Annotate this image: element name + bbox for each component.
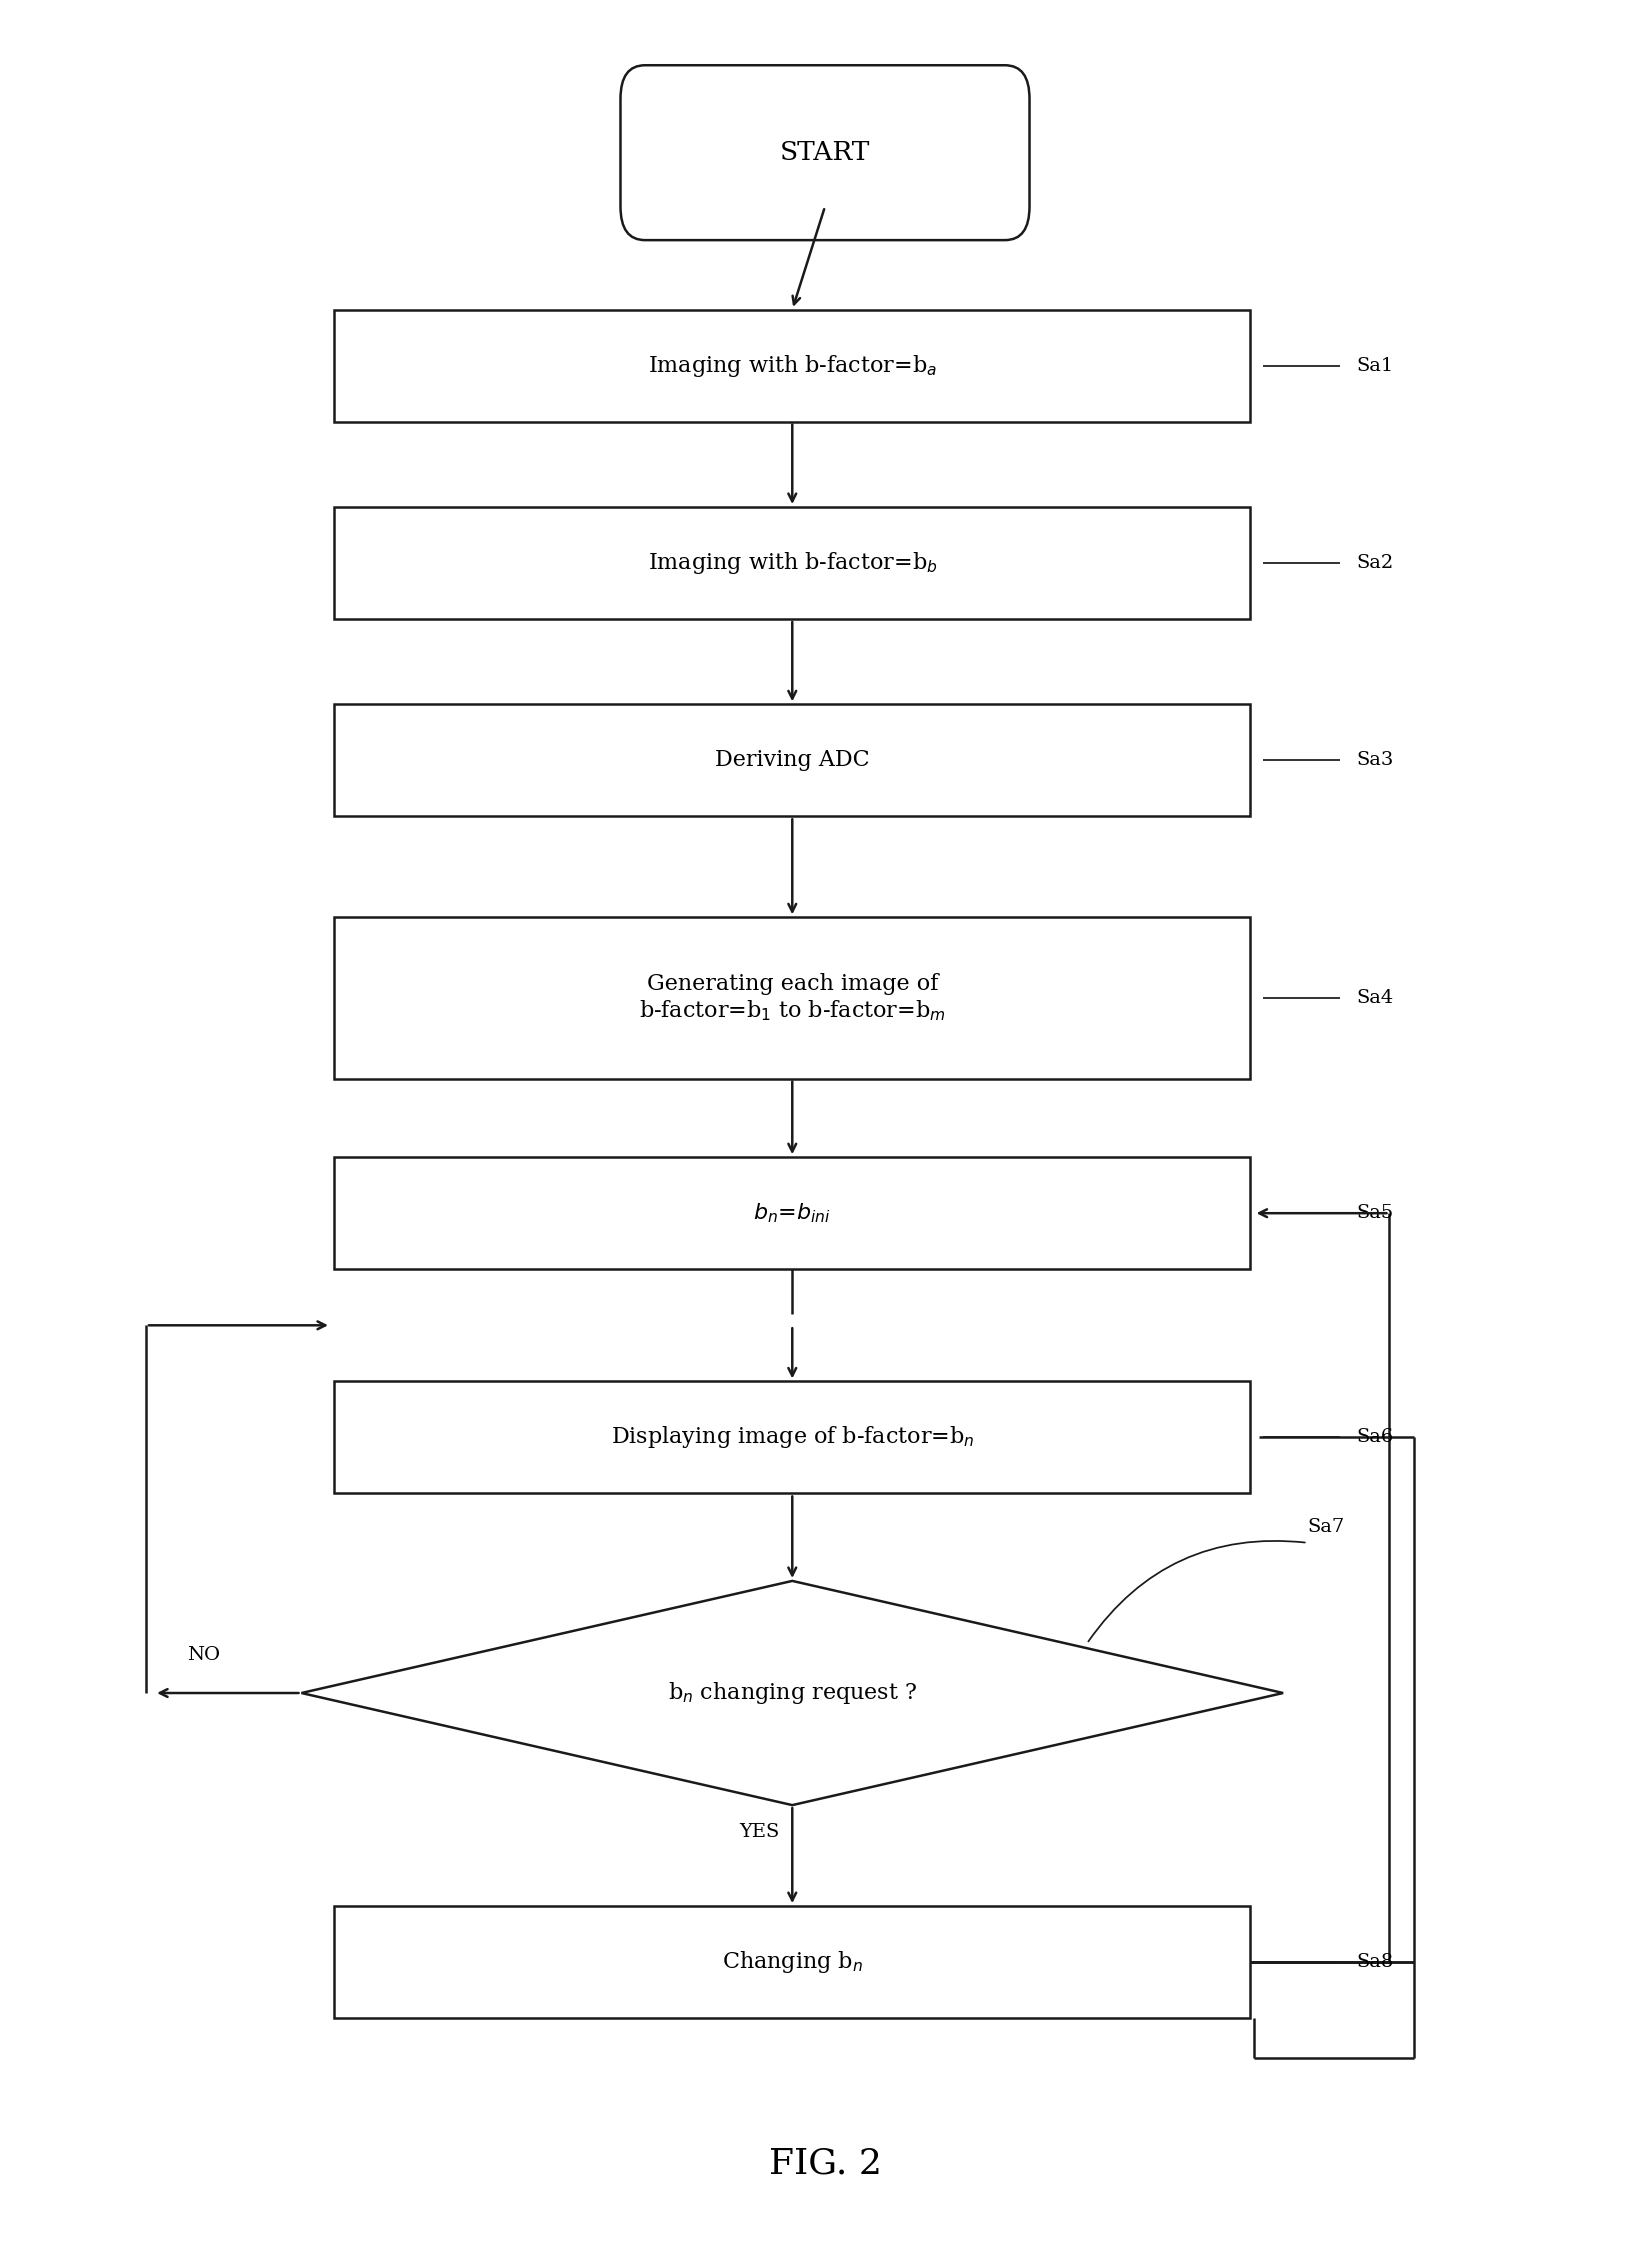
Text: Sa6: Sa6 [1356,1428,1394,1446]
Text: Generating each image of
b-factor=b$_1$ to b-factor=b$_m$: Generating each image of b-factor=b$_1$ … [639,972,945,1024]
Text: Displaying image of b-factor=b$_n$: Displaying image of b-factor=b$_n$ [610,1424,974,1451]
Text: FIG. 2: FIG. 2 [769,2148,881,2182]
Bar [335,1906,1251,2019]
Text: NO: NO [186,1647,219,1665]
Text: Sa1: Sa1 [1356,356,1394,374]
Text: YES: YES [739,1823,780,1841]
Text: Deriving ADC: Deriving ADC [714,749,870,772]
Text: Changing b$_n$: Changing b$_n$ [721,1949,863,1974]
Bar [335,1381,1251,1493]
Bar [335,1157,1251,1270]
Bar [335,309,1251,422]
Bar [335,704,1251,817]
Text: Sa7: Sa7 [1308,1518,1345,1536]
Bar [335,508,1251,618]
Text: Sa5: Sa5 [1356,1205,1394,1223]
Text: Imaging with b-factor=b$_a$: Imaging with b-factor=b$_a$ [648,352,937,379]
Bar [335,918,1251,1078]
Text: Sa3: Sa3 [1356,751,1394,769]
Text: Imaging with b-factor=b$_b$: Imaging with b-factor=b$_b$ [647,550,937,575]
Text: Sa4: Sa4 [1356,988,1394,1006]
Text: START: START [780,140,870,165]
Text: b$_n$ changing request ?: b$_n$ changing request ? [668,1681,917,1706]
Text: $b_n$=$b_{ini}$: $b_n$=$b_{ini}$ [754,1202,832,1225]
Text: Sa8: Sa8 [1356,1954,1394,1972]
Text: Sa2: Sa2 [1356,555,1394,573]
